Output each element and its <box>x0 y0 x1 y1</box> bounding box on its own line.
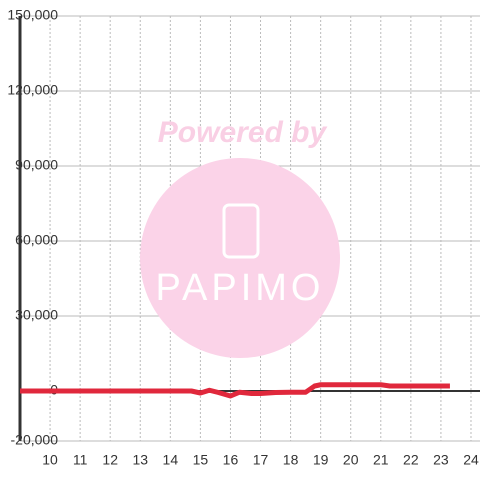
x-tick-label: 14 <box>163 452 179 468</box>
x-tick-label: 13 <box>132 452 148 468</box>
x-tick-label: 22 <box>403 452 419 468</box>
watermark-text: Powered by <box>158 116 328 149</box>
x-tick-label: 17 <box>253 452 269 468</box>
x-tick-label: 21 <box>373 452 389 468</box>
y-tick-label: 30,000 <box>15 307 58 323</box>
data-line <box>20 382 450 399</box>
x-tick-label: 24 <box>463 452 479 468</box>
y-tick-label: -20,000 <box>11 432 59 448</box>
x-tick-label: 16 <box>223 452 239 468</box>
x-tick-label: 20 <box>343 452 359 468</box>
x-tick-label: 19 <box>313 452 329 468</box>
x-tick-label: 12 <box>102 452 118 468</box>
y-tick-label: 150,000 <box>7 7 58 23</box>
watermark-logo: PAPIMO <box>156 267 325 309</box>
watermark: Powered by PAPIMO <box>140 116 340 358</box>
x-tick-label: 10 <box>42 452 58 468</box>
y-tick-label: 90,000 <box>15 157 58 173</box>
y-tick-label: 60,000 <box>15 232 58 248</box>
x-tick-label: 23 <box>433 452 449 468</box>
x-tick-label: 15 <box>193 452 209 468</box>
y-tick-label: 120,000 <box>7 82 58 98</box>
watermark-phone <box>222 203 260 259</box>
x-tick-label: 18 <box>283 452 299 468</box>
x-tick-label: 11 <box>73 452 88 468</box>
